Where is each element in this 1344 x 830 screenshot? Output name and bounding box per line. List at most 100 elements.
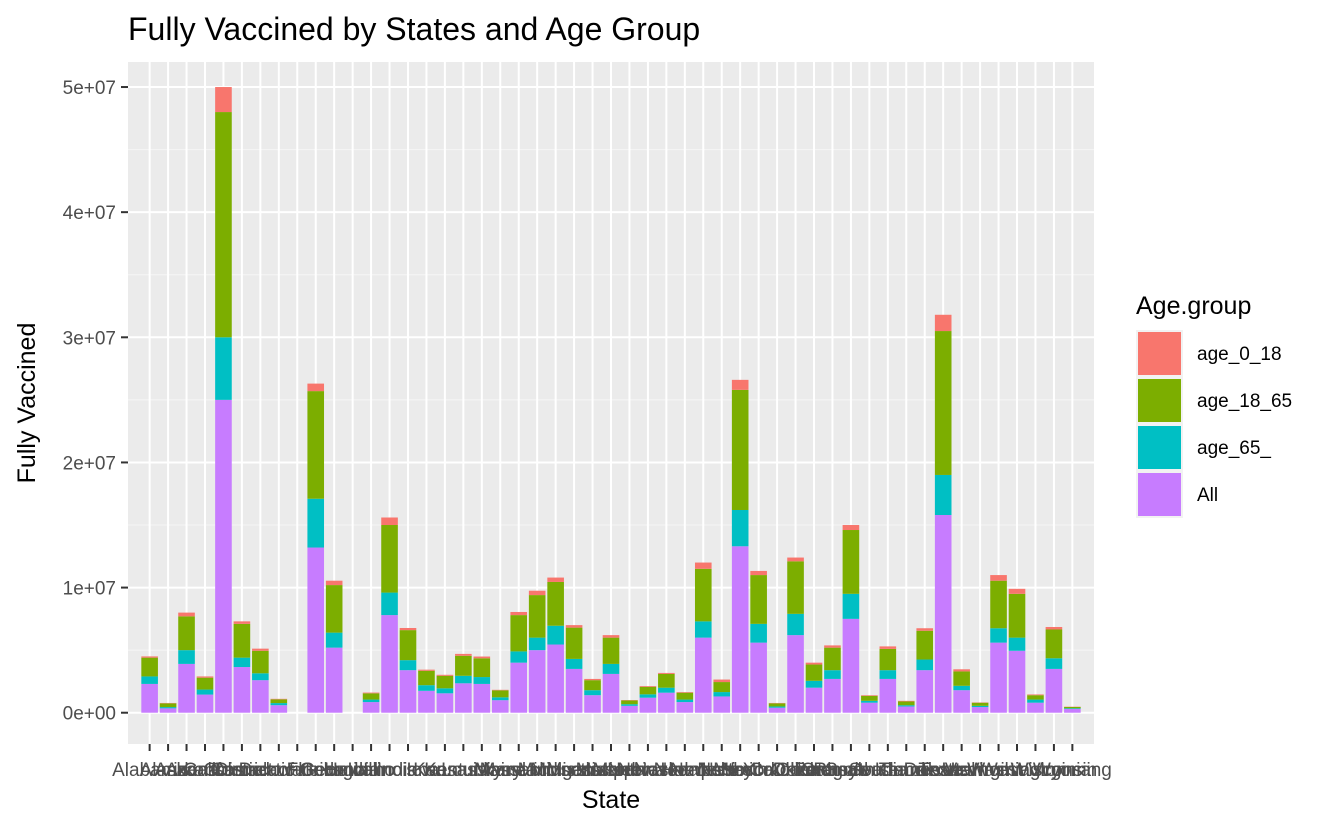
bar-segment: [307, 547, 325, 713]
bar-segment: [381, 615, 398, 713]
legend-label: All: [1197, 485, 1218, 506]
bar-segment: [252, 673, 269, 681]
bar-segment: [1008, 588, 1026, 594]
x-tick-label: Illinois: [363, 760, 416, 781]
bar-segment: [510, 662, 528, 713]
bar-segment: [362, 699, 380, 703]
bar-segment: [196, 676, 214, 678]
bar-segment: [491, 700, 509, 713]
x-tick-label: Delaware: [239, 760, 319, 781]
bar-segment: [658, 673, 675, 688]
bar-segment: [381, 525, 398, 593]
bar-segment: [861, 695, 878, 696]
x-axis-title: State: [582, 786, 640, 814]
bar-segment: [1008, 650, 1026, 713]
bar-segment: [325, 585, 343, 633]
bar-segment: [731, 546, 749, 713]
bar-segment: [473, 656, 491, 659]
bar-segment: [307, 391, 325, 499]
bar-segment: [436, 674, 454, 676]
x-tick-label: Montana: [592, 760, 666, 781]
bar-segment: [270, 698, 288, 700]
bar-segment: [399, 630, 417, 661]
bar-segment: [934, 314, 952, 332]
x-tick-label: Michigan: [518, 760, 594, 781]
bar-segment: [196, 689, 214, 695]
bar-segment: [639, 686, 657, 695]
y-axis: 0e+00 1e+07 2e+07 3e+07 4e+07 5e+07: [63, 78, 128, 725]
bar-segment: [362, 692, 380, 694]
bar-segment: [842, 593, 860, 619]
bar-segment: [713, 679, 731, 683]
bar-segment: [658, 687, 675, 693]
legend-swatch: [1138, 379, 1181, 422]
bar-segment: [547, 577, 564, 582]
bar-segment: [916, 628, 934, 631]
bar-segment: [584, 680, 601, 691]
x-tick-label: New Mexico: [670, 760, 773, 781]
bar-segment: [1027, 695, 1044, 700]
y-tick-label: 2e+07: [63, 453, 116, 474]
legend-swatch: [1138, 426, 1181, 469]
bar-segment: [455, 675, 472, 684]
bar-segment: [971, 702, 989, 706]
bar-segment: [491, 689, 509, 691]
legend-items: age_0_18 age_18_65 age_65_ All: [1136, 330, 1292, 518]
bar-segment: [399, 670, 417, 713]
x-tick-label: District of Columbia: [215, 760, 380, 781]
bar-segment: [565, 625, 583, 628]
bar-segment: [196, 694, 214, 713]
bar-segment: [178, 663, 195, 713]
y-tick-label: 3e+07: [63, 328, 116, 349]
bar-segment: [270, 703, 288, 706]
bar-segment: [455, 655, 472, 676]
bar-segment: [768, 703, 786, 707]
bar-segment: [731, 379, 749, 390]
x-tick-label: Nebraska: [607, 760, 689, 781]
bar-segment: [270, 705, 288, 713]
bar-segment: [362, 693, 380, 700]
bar-segment: [547, 644, 564, 713]
x-tick-label: Hawaii: [324, 760, 381, 781]
bar-segment: [750, 642, 767, 713]
y-tick-label: 0e+00: [63, 704, 116, 725]
bar-segment: [676, 699, 694, 703]
bar-segment: [584, 678, 601, 681]
bar-segment: [362, 702, 380, 713]
bar-segment: [491, 690, 509, 698]
x-tick-label: Virginia: [967, 760, 1030, 781]
bar-segment: [233, 621, 251, 624]
bar-segment: [602, 663, 620, 674]
x-tick-label: North Dakota: [721, 760, 833, 781]
bar-segment: [473, 658, 491, 678]
bar-segment: [639, 694, 657, 698]
bar-segment: [916, 670, 934, 713]
bar-segment: [879, 670, 897, 679]
bar-segment: [547, 625, 564, 645]
x-tick-label: Nevada: [634, 760, 700, 781]
bar-segment: [787, 557, 804, 562]
bar-segment: [694, 568, 712, 622]
bar-segment: [455, 653, 472, 656]
bar-segment: [381, 517, 398, 526]
bar-segment: [584, 695, 601, 713]
bar-segment: [252, 680, 269, 713]
bar-segment: [528, 590, 546, 596]
bar-segment: [658, 672, 675, 674]
x-tick-label: Iowa: [406, 760, 447, 781]
bar-segment: [418, 670, 435, 686]
bar-segment: [916, 630, 934, 660]
bar-segment: [1064, 706, 1081, 709]
x-tick-label: Texas: [918, 760, 968, 781]
bar-segment: [159, 703, 177, 708]
bar-segment: [141, 676, 158, 684]
y-tick-label: 1e+07: [63, 579, 116, 600]
bar-segment: [676, 692, 694, 700]
bar-segment: [953, 685, 970, 691]
x-tick-label: Rhode Island: [813, 760, 925, 781]
x-tick-label: Missouri: [576, 760, 647, 781]
x-tick-label: New York: [700, 760, 781, 781]
y-tick-label: 5e+07: [63, 78, 116, 99]
bar-segment: [528, 650, 546, 713]
bar-segment: [897, 705, 915, 707]
